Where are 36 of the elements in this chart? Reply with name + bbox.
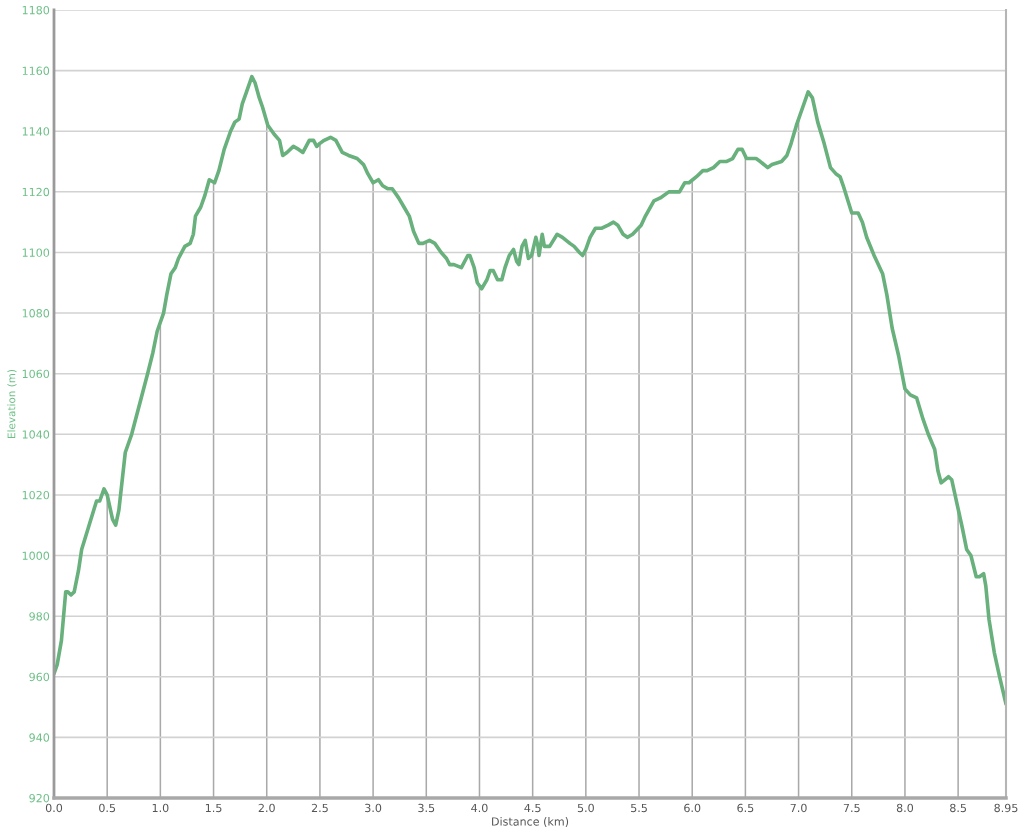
y-tick-label: 960 <box>29 672 50 682</box>
x-tick-label: 6.0 <box>684 803 701 813</box>
x-tick-label: 3.5 <box>418 803 435 813</box>
x-tick-label: 0.0 <box>45 803 63 813</box>
y-tick-label: 1080 <box>22 309 50 318</box>
x-axis-title: Distance (km) <box>492 817 569 827</box>
x-tick-label: 4.5 <box>524 803 541 813</box>
x-tick-label: 3.0 <box>365 803 382 813</box>
x-tick-label: 1.5 <box>205 803 222 813</box>
x-tick-label: 7.5 <box>843 803 860 813</box>
y-tick-label: 920 <box>29 793 50 803</box>
y-tick-label: 980 <box>29 612 50 621</box>
x-tick-label: 6.5 <box>737 803 754 813</box>
x-tick-label: 1.0 <box>152 803 169 813</box>
y-tick-label: 1180 <box>22 5 50 15</box>
x-tick-label: 8.0 <box>896 803 914 813</box>
y-tick-label: 940 <box>29 733 50 742</box>
y-tick-label: 1160 <box>22 66 50 75</box>
y-tick-label: 1040 <box>22 430 50 439</box>
y-tick-label: 1100 <box>22 248 50 257</box>
y-tick-label: 1060 <box>22 369 50 379</box>
y-tick-label: 1020 <box>22 490 50 500</box>
x-tick-label: 7.0 <box>790 803 807 813</box>
x-tick-label: 5.0 <box>577 803 594 813</box>
x-tick-label: 8.5 <box>950 803 966 813</box>
x-tick-label: 2.0 <box>258 803 275 813</box>
x-tick-label: 4.0 <box>471 803 488 813</box>
x-tick-label: 2.5 <box>311 803 328 813</box>
x-tick-label: 0.5 <box>99 803 116 813</box>
x-tick-label: 8.95 <box>994 803 1018 813</box>
x-tick-label: 5.5 <box>631 803 647 813</box>
y-tick-label: 1140 <box>22 127 50 136</box>
line-series <box>54 74 1006 706</box>
y-tick-label: 1000 <box>22 551 50 560</box>
y-tick-label: 1120 <box>22 187 50 197</box>
y-axis-title: Elevation (m) <box>7 369 17 438</box>
